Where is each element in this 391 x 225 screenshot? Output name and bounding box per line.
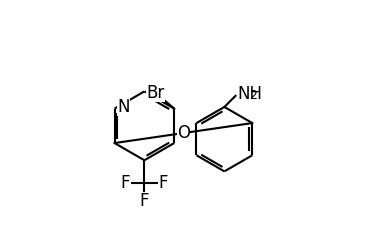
Text: F: F bbox=[121, 173, 130, 191]
Text: N: N bbox=[117, 98, 130, 116]
Text: O: O bbox=[177, 124, 190, 142]
Text: F: F bbox=[158, 173, 168, 191]
Text: NH: NH bbox=[238, 85, 263, 103]
Text: F: F bbox=[140, 192, 149, 210]
Text: Br: Br bbox=[146, 84, 165, 102]
Text: 2: 2 bbox=[249, 89, 257, 102]
